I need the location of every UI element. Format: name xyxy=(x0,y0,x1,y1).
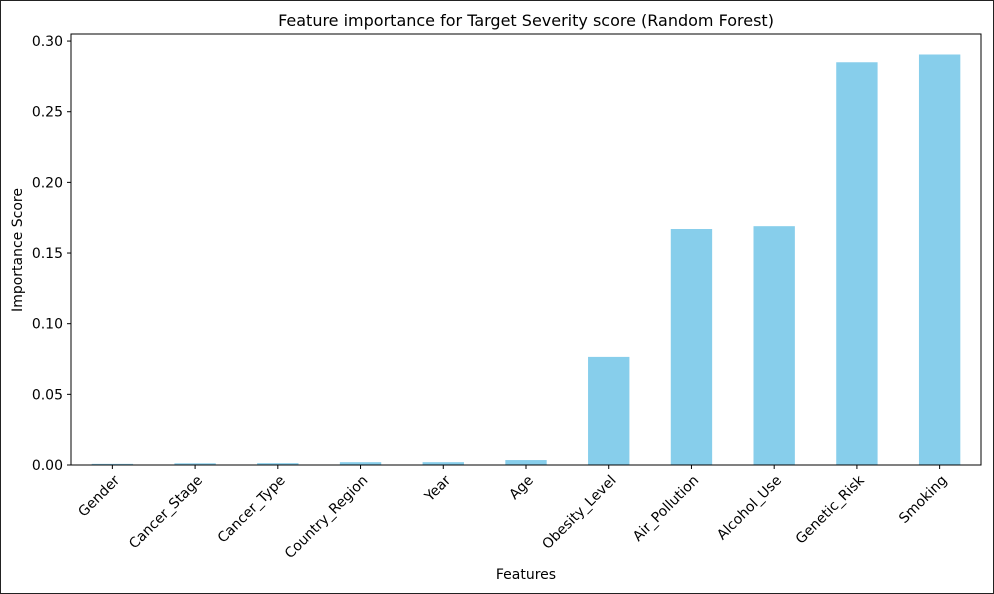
x-tick-label: Air_Pollution xyxy=(630,473,702,545)
bar-age xyxy=(505,460,547,465)
bars-group xyxy=(91,54,961,465)
x-tick-label: Age xyxy=(506,473,536,503)
y-tick-label: 0.10 xyxy=(32,317,63,333)
y-tick-label: 0.05 xyxy=(32,387,63,403)
bar-gender xyxy=(91,463,134,465)
bar-cancer-type xyxy=(257,463,299,465)
y-tick-label: 0.15 xyxy=(32,246,63,262)
x-tick-label: Country_Region xyxy=(282,473,371,562)
x-axis-ticks: Gender Cancer_Stage Cancer_TypeCountry_Reg… xyxy=(75,465,950,562)
x-tick-label: Year xyxy=(421,472,454,505)
x-tick-label: Smoking xyxy=(896,473,950,527)
bar-year xyxy=(422,462,464,465)
x-tick-label: Gender xyxy=(75,472,123,520)
chart-title: Feature importance for Target Severity s… xyxy=(278,11,774,30)
x-tick-label: Alcohol_Use xyxy=(714,473,785,544)
x-tick-label: Genetic_Risk xyxy=(793,472,869,548)
y-tick-label: 0.25 xyxy=(32,105,63,121)
y-axis-ticks: 0.00 0.05 0.10 0.15 0.20 0.25 0.30 xyxy=(32,34,71,474)
x-tick-label: Obesity_Level xyxy=(539,473,619,553)
x-tick-label: Cancer_Type xyxy=(215,473,289,547)
bar-air-pollution xyxy=(670,229,713,465)
bar-cancer-stage xyxy=(174,463,216,465)
y-tick-label: 0.00 xyxy=(32,458,63,474)
bar-obesity-level xyxy=(588,356,630,465)
x-axis-label: Features xyxy=(496,567,556,583)
plot-area-border xyxy=(70,33,982,466)
bar-alcohol-use xyxy=(753,226,795,465)
bar-genetic-risk xyxy=(836,62,878,465)
y-tick-label: 0.30 xyxy=(32,34,63,50)
bar-smoking xyxy=(918,54,961,465)
bar-country-region xyxy=(339,462,382,465)
y-tick-label: 0.20 xyxy=(32,175,63,191)
x-tick-label: Cancer_Stage xyxy=(126,473,206,553)
y-axis-label: Importance Score xyxy=(10,188,26,312)
